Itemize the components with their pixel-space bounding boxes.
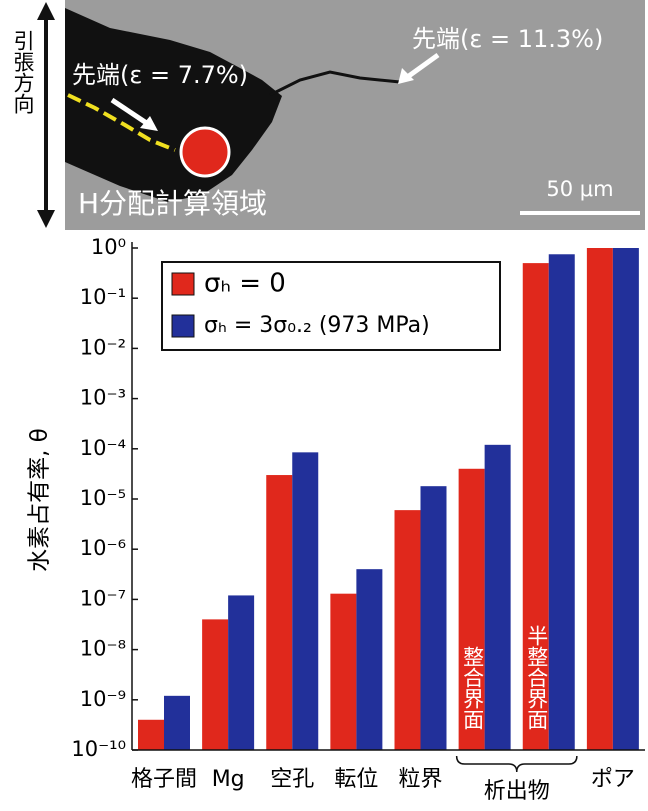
y-axis-label: 水素占有率, θ bbox=[27, 428, 53, 572]
region-marker bbox=[179, 126, 231, 178]
bar bbox=[202, 619, 229, 750]
legend-label: σₕ = 0 bbox=[204, 269, 286, 299]
y-tick-label: 10⁻¹⁰ bbox=[71, 737, 126, 761]
bar bbox=[164, 695, 190, 750]
x-tick-label: 粒界 bbox=[399, 767, 443, 792]
bar bbox=[330, 593, 357, 750]
y-tick-label: 10⁻⁸ bbox=[80, 637, 126, 661]
y-tick-label: 10⁻⁹ bbox=[80, 687, 126, 711]
crack-tip bbox=[269, 70, 401, 97]
y-tick-label: 10⁻⁴ bbox=[80, 436, 126, 460]
arrow-head bbox=[37, 210, 55, 228]
y-tick-label: 10⁻⁵ bbox=[80, 486, 126, 510]
bar bbox=[356, 569, 383, 750]
bar bbox=[458, 468, 485, 750]
bar bbox=[394, 510, 421, 750]
x-tick-label: 格子間 bbox=[131, 767, 197, 792]
group-bracket bbox=[455, 755, 578, 773]
category-label: 整合界面 bbox=[461, 646, 485, 730]
y-tick-label: 10⁻⁶ bbox=[80, 536, 126, 560]
y-tick-label: 10⁰ bbox=[91, 235, 126, 259]
tip-label: 先端(ε = 11.3%) bbox=[412, 25, 603, 53]
direction-label: 引張方向 bbox=[11, 30, 35, 114]
x-tick-label: ポア bbox=[591, 767, 635, 792]
arrow-head bbox=[398, 68, 414, 84]
arrow bbox=[110, 97, 150, 127]
arrow-head bbox=[37, 2, 55, 20]
bar bbox=[484, 444, 511, 750]
bar bbox=[522, 263, 549, 750]
legend-box bbox=[161, 261, 501, 351]
tip-label: 先端(ε = 7.7%) bbox=[72, 61, 248, 89]
arrow bbox=[404, 52, 440, 81]
x-tick-label: Mg bbox=[212, 767, 245, 792]
bar bbox=[420, 486, 447, 750]
bar bbox=[292, 452, 319, 750]
arrow-head bbox=[140, 116, 158, 131]
bar bbox=[228, 595, 255, 750]
bar bbox=[586, 248, 613, 750]
bar bbox=[138, 719, 164, 750]
bar bbox=[548, 254, 575, 751]
y-tick-label: 10⁻³ bbox=[80, 386, 126, 410]
legend-swatch bbox=[171, 314, 195, 338]
y-tick-label: 10⁻¹ bbox=[80, 285, 126, 309]
bar bbox=[612, 248, 639, 750]
category-label: 半整合界面 bbox=[525, 625, 549, 730]
y-tick-label: 10⁻⁷ bbox=[80, 586, 126, 610]
bar bbox=[266, 475, 293, 750]
legend-label: σₕ = 3σ₀.₂ (973 MPa) bbox=[204, 313, 430, 338]
x-tick-label: 転位 bbox=[334, 767, 378, 792]
yellow-trace bbox=[67, 93, 176, 152]
region-label: H分配計算領域 bbox=[78, 187, 267, 220]
legend-swatch bbox=[171, 272, 195, 296]
x-tick-label: 空孔 bbox=[270, 767, 314, 792]
group-label: 析出物 bbox=[484, 779, 550, 804]
scale-label: 50 μm bbox=[546, 177, 613, 201]
y-tick-label: 10⁻² bbox=[80, 335, 126, 359]
micrograph: 先端(ε = 11.3%) 先端(ε = 7.7%) H分配計算領域 50 μm bbox=[65, 0, 645, 230]
